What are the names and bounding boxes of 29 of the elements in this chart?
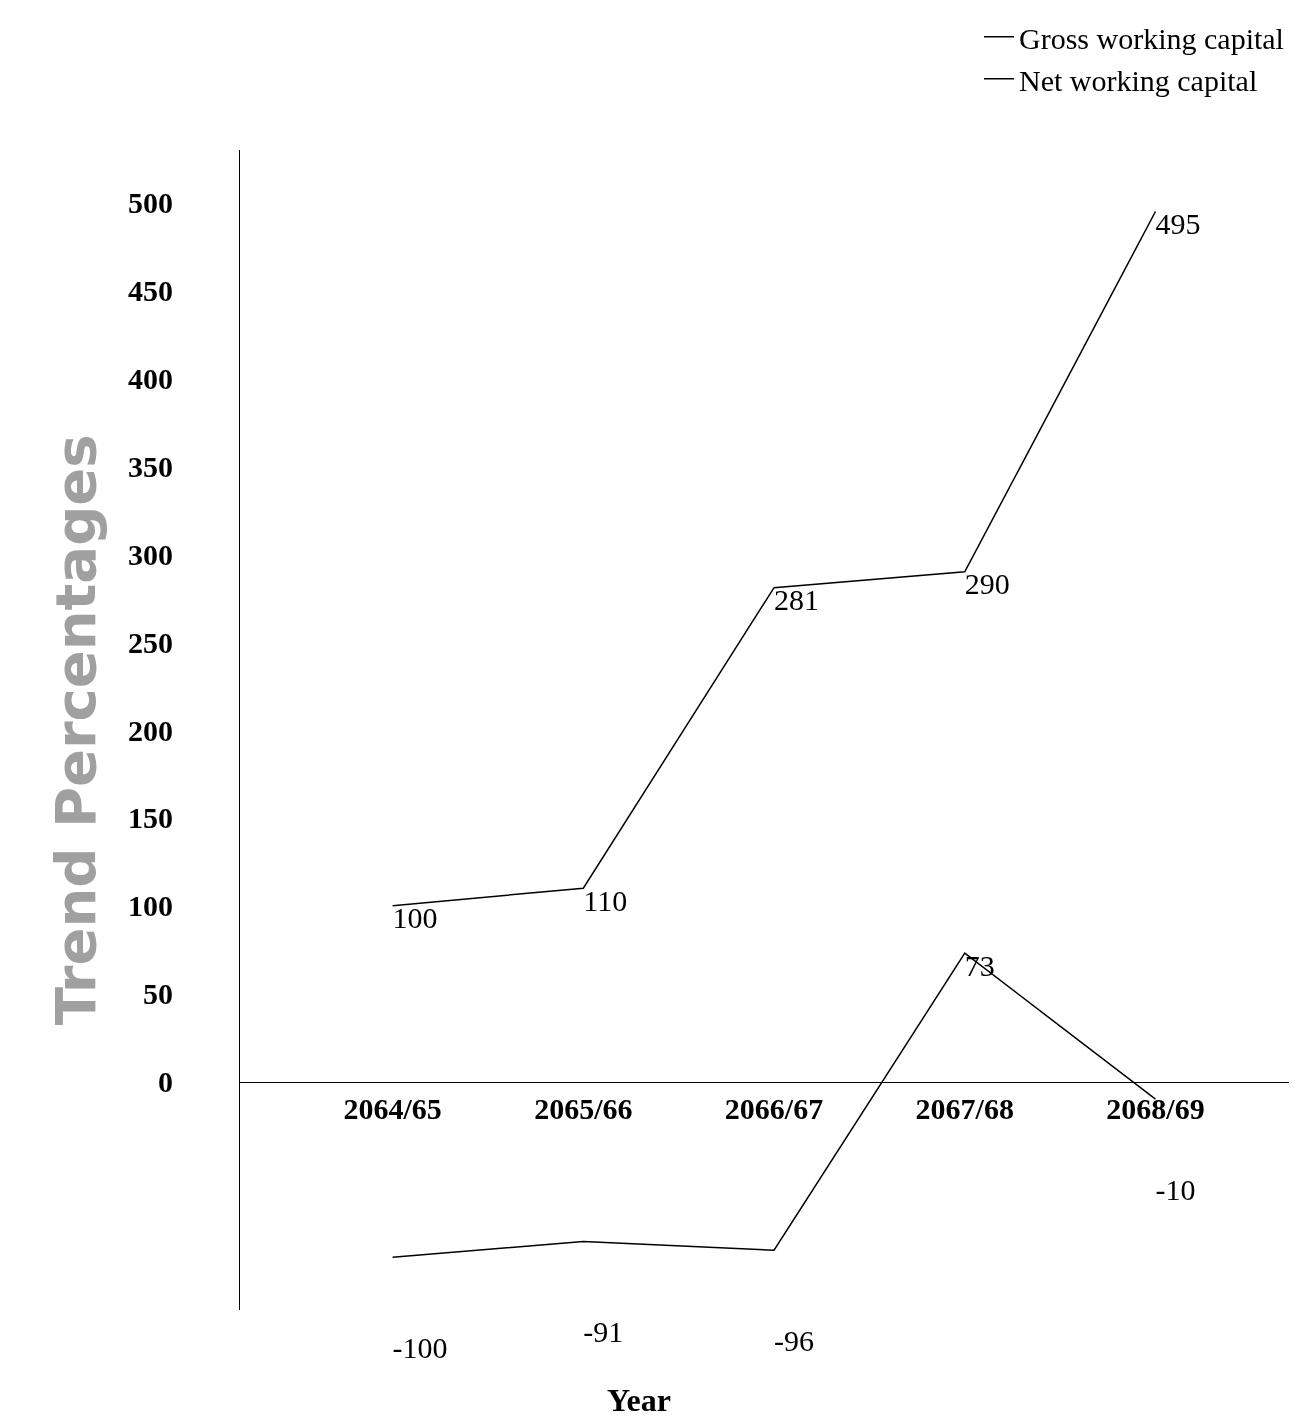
data-label: -100: [392, 1330, 448, 1364]
y-tick-label: 400: [128, 361, 173, 395]
y-tick-label: 200: [128, 713, 173, 747]
y-tick-label: 0: [158, 1065, 173, 1099]
data-label: -91: [583, 1314, 624, 1348]
data-label: -10: [1155, 1172, 1196, 1206]
data-label: 281: [774, 583, 820, 617]
y-tick-label: 500: [128, 186, 173, 220]
data-label: -96: [774, 1323, 815, 1357]
x-axis-title: Year: [607, 1382, 671, 1418]
x-tick-label: 2065/66: [534, 1091, 633, 1125]
y-axis-title: Trend Percentages: [43, 434, 109, 1026]
y-tick-label: 100: [128, 889, 173, 923]
x-tick-label: 2066/67: [724, 1091, 824, 1125]
y-tick-label: 450: [128, 274, 173, 308]
y-tick-label: 50: [143, 977, 173, 1011]
x-tick-label: 2067/68: [915, 1091, 1014, 1125]
y-tick-label: 300: [128, 537, 173, 571]
data-label: 100: [392, 901, 438, 935]
data-label: 110: [583, 883, 628, 917]
y-tick-label: 350: [128, 449, 173, 483]
data-label: 290: [964, 567, 1010, 601]
legend-label: Net working capital: [1019, 63, 1258, 97]
x-tick-label: 2064/65: [343, 1091, 442, 1125]
y-tick-label: 150: [128, 801, 173, 835]
data-label: 495: [1155, 207, 1201, 241]
y-tick-label: 250: [128, 625, 173, 659]
legend-label: Gross working capital: [1019, 21, 1284, 55]
x-tick-label: 2068/69: [1106, 1091, 1205, 1125]
